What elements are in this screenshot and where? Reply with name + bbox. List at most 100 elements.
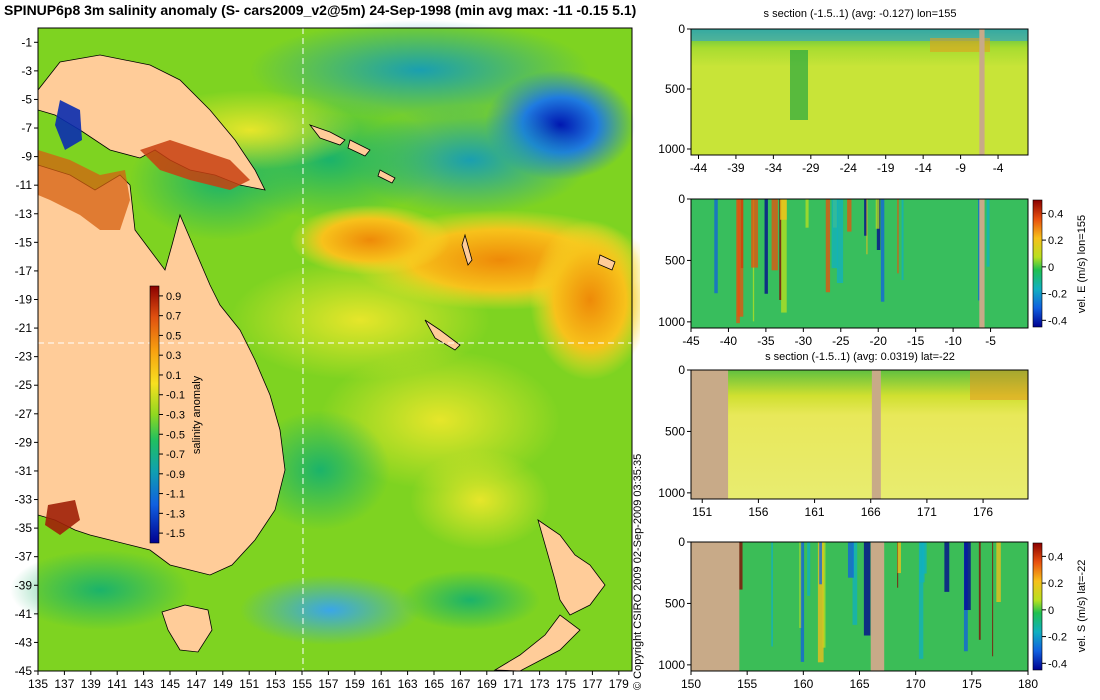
map-y-tick-label: -35: [15, 521, 33, 535]
velocity-streak: [897, 199, 899, 274]
vel-s-colorbar: [1032, 542, 1043, 671]
section-x-tick-label: -44: [690, 161, 708, 175]
velocity-streak: [807, 542, 811, 596]
velocity-streak: [918, 542, 924, 659]
salinity-colorbar-tick-label: -0.1: [166, 390, 185, 402]
section-x-tick-label: -4: [993, 161, 1004, 175]
map-x-tick-label: 139: [81, 677, 101, 691]
vel-e-colorbar-label: vel. E (m/s) lon=155: [1076, 215, 1088, 313]
map-x-tick-label: 173: [530, 677, 550, 691]
section-y-tick-label: 500: [665, 596, 685, 610]
map-x-tick-label: 149: [213, 677, 233, 691]
velocity-streak: [964, 542, 971, 611]
salinity-colorbar-tick-label: 0.1: [166, 370, 181, 382]
section-y-tick-label: 500: [665, 253, 685, 267]
map-x-tick-label: 143: [134, 677, 154, 691]
map-y-tick-label: -3: [21, 64, 32, 78]
section-x-tick-label: -14: [914, 161, 932, 175]
section-land-band: [979, 199, 985, 328]
salinity-colorbar-tick-label: -0.9: [166, 469, 185, 481]
velocity-streak: [866, 199, 868, 255]
section-x-tick-label: -25: [832, 334, 850, 348]
section-x-tick-label: -30: [795, 334, 813, 348]
panel-vel-s-lat-22: 150 155 160 165 170 175 180 0 500 1000 0.4 0.2 0 -0.…: [658, 535, 1088, 691]
vel-s-colorbar-label: vel. S (m/s) lat=-22: [1076, 560, 1088, 653]
map-y-tick-label: -21: [15, 321, 33, 335]
map-x-tick-label: 171: [503, 677, 523, 691]
velocity-streak: [919, 542, 925, 583]
section-land-band: [691, 542, 740, 671]
map-y-tick-label: -11: [16, 178, 33, 192]
map-y-tick-label: -23: [15, 350, 33, 364]
section-x-tick-label: 165: [849, 677, 869, 691]
map-y-tick-label: -41: [15, 607, 33, 621]
section-y-tick-label: 1000: [658, 142, 685, 156]
map-x-tick-label: 155: [292, 677, 312, 691]
map-x-tick-label: 135: [28, 677, 48, 691]
salinity-colorbar-label: salinity anomaly: [191, 375, 203, 454]
map-x-tick-label: 159: [345, 677, 365, 691]
map-x-tick-label: 165: [424, 677, 444, 691]
section-title-1: s section (-1.5..1) (avg: -0.127) lon=15…: [763, 8, 957, 20]
salinity-colorbar-tick-label: -0.5: [166, 429, 185, 441]
map-y-tick-label: -31: [15, 464, 33, 478]
velocity-streak: [800, 542, 805, 662]
map-x-tick-label: 175: [556, 677, 576, 691]
map-y-tick-label: -25: [15, 378, 33, 392]
map-y-tick-label: -17: [15, 264, 33, 278]
vel-colorbar-tick-label: -0.4: [1048, 315, 1067, 327]
vel-colorbar-tick-label: 0.4: [1048, 208, 1063, 220]
section-y-tick-label: 1000: [658, 315, 685, 329]
velocity-streak: [863, 542, 871, 636]
section-land-band: [870, 542, 885, 671]
vel-colorbar-tick-label: -0.2: [1048, 289, 1067, 301]
map-y-ticks: -1 -3 -5 -7 -9 -11 -13 -15 -17 -19 -21 -23 -25 -27 -29…: [15, 35, 38, 678]
map-x-tick-label: 145: [160, 677, 180, 691]
section-x-tick-label: 180: [1018, 677, 1038, 691]
section-y-tick-label: 500: [665, 424, 685, 438]
velocity-streak: [875, 199, 880, 229]
vel-colorbar-tick-label: 0.2: [1048, 235, 1063, 247]
section-y-tick-label: 1000: [658, 486, 685, 500]
map-x-tick-label: 153: [266, 677, 286, 691]
velocity-streak: [864, 199, 868, 236]
salinity-colorbar-tick-label: 0.3: [166, 350, 181, 362]
section-x-tick-label: -5: [985, 334, 996, 348]
section-x-tick-label: -45: [682, 334, 700, 348]
velocity-streak: [831, 199, 838, 269]
section-land-band: [691, 370, 729, 499]
velocity-streak: [847, 542, 854, 578]
page-title: SPINUP6p8 3m salinity anomaly (S- cars20…: [4, 2, 637, 18]
velocity-streak: [836, 199, 844, 284]
velocity-streak: [822, 542, 826, 648]
map-y-tick-label: -37: [15, 550, 33, 564]
section-x-tick-label: -29: [802, 161, 820, 175]
solomon-islands: [308, 124, 346, 146]
section-x-tick-label: -10: [944, 334, 962, 348]
velocity-streak: [847, 199, 852, 232]
map-x-tick-label: 147: [186, 677, 206, 691]
map-x-tick-label: 167: [450, 677, 470, 691]
section-y-tick-label: 0: [678, 535, 685, 549]
map-x-ticks: 135 137 139 141 143 145 147 149 151 153 155 157 159 1…: [28, 671, 629, 691]
section-x-tick-label: -35: [757, 334, 775, 348]
map-y-tick-label: -5: [21, 92, 32, 106]
section-y-tick-label: 0: [678, 192, 685, 206]
section-y-tick-label: 0: [678, 22, 685, 36]
map-y-tick-label: -33: [15, 493, 33, 507]
section-land-band: [979, 29, 985, 155]
section-x-tick-label: -24: [840, 161, 858, 175]
australia: [37, 164, 286, 576]
nz-north: [537, 519, 606, 616]
salinity-colorbar-tick-label: -0.3: [166, 410, 185, 422]
salinity-colorbar-tick-label: 0.9: [166, 291, 181, 303]
map-x-tick-label: 163: [398, 677, 418, 691]
velocity-streak: [714, 199, 718, 294]
velocity-streak: [852, 542, 858, 625]
section-x-tick-label: 176: [973, 505, 993, 519]
section-y-tick-label: 1000: [658, 658, 685, 672]
velocity-streak: [799, 542, 803, 628]
section-x-tick-label: 175: [962, 677, 982, 691]
salinity-colorbar-tick-label: 0.7: [166, 311, 181, 323]
velocity-streak: [781, 199, 787, 313]
